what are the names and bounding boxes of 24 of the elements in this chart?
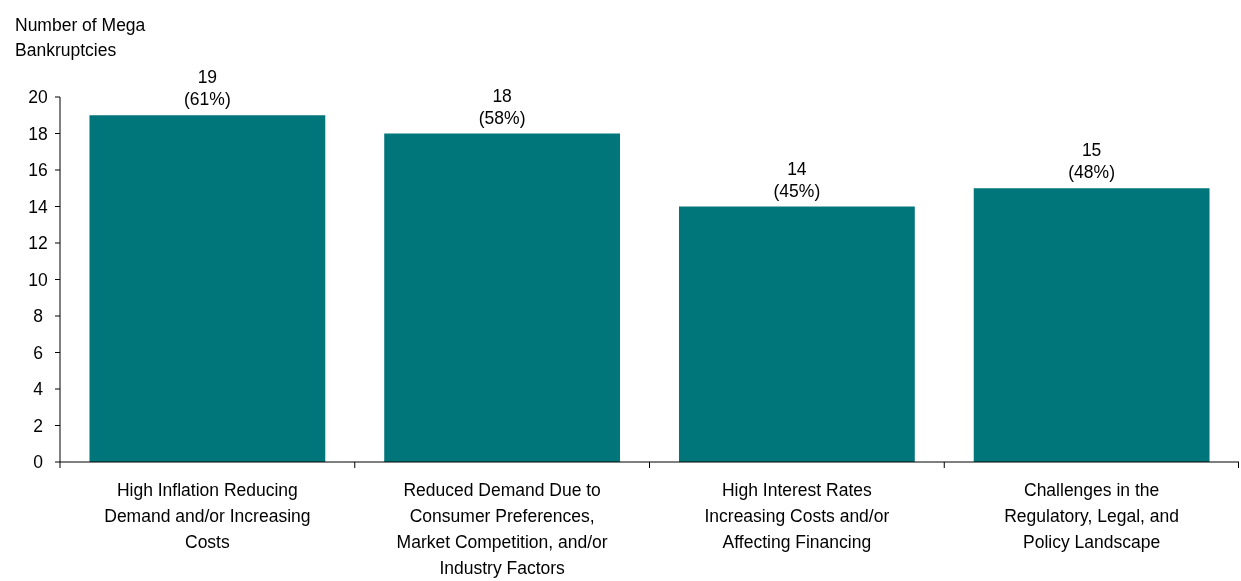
y-tick-label: 0 [33,452,44,473]
y-tick-label: 4 [33,379,44,400]
x-tick-label: High Interest Rates Increasing Costs and/or Affecting Financing [704,480,890,552]
y-tick-label: 2 [33,415,43,436]
y-tick-label: 20 [28,87,48,108]
data-label: 14 (45%) [773,158,821,201]
y-tick-label: 18 [28,123,48,144]
data-label: 18 (58%) [478,85,526,128]
data-label: 19 (61%) [184,67,231,110]
y-tick-label: 10 [28,269,48,290]
y-tick-label: 14 [28,196,48,217]
x-tick-label: High Inflation Reducing Demand and/or Increasing Costs [104,480,311,552]
y-tick-label: 6 [33,342,43,363]
y-axis-title: Number of Mega Bankruptcies [15,15,146,60]
y-tick-label: 16 [28,160,48,181]
bar [89,115,326,462]
bar [384,133,621,462]
x-tick-label: Reduced Demand Due to Consumer Preferences, Market Competition, and/or Industry Factors [396,480,608,578]
x-tick-label: Challenges in the Regulatory, Legal, and Policy Landscape [1004,480,1180,552]
data-label: 15 (48%) [1068,140,1115,183]
bar [678,206,915,462]
bar [973,188,1210,462]
y-tick-label: 12 [28,233,48,254]
y-tick-label: 8 [33,306,43,327]
